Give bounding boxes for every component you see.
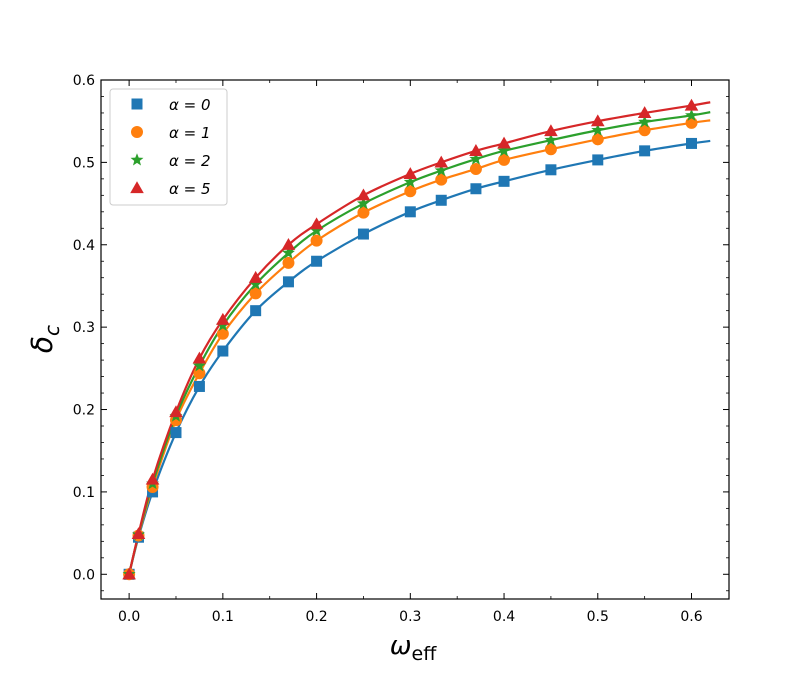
series-0-point (498, 175, 510, 187)
series-3-point (145, 472, 160, 485)
x-tick-label: 0.1 (212, 609, 234, 625)
series-2-point (497, 144, 511, 157)
legend-label-3: α = 5 (169, 180, 211, 198)
series-0-point (435, 194, 447, 206)
series-1-point (282, 256, 295, 269)
series-2-point (544, 133, 558, 146)
y-tick-label: 0.5 (73, 155, 95, 171)
series-2-point (356, 196, 370, 210)
y-tick-label: 0.3 (73, 320, 95, 336)
series-2-point (192, 359, 206, 372)
x-tick-label: 0.3 (399, 609, 421, 625)
series-2-point (249, 277, 263, 290)
x-tick-label: 0.5 (587, 609, 609, 625)
series-1-point (638, 124, 651, 137)
series-0-point (311, 255, 323, 267)
series-1-point (435, 173, 448, 186)
legend-marker-1 (131, 126, 143, 138)
series-0-point (545, 164, 557, 176)
series-3-point (434, 155, 449, 168)
series-1-point (544, 143, 557, 156)
series-0-point (470, 183, 482, 195)
x-axis-label: ωeff (390, 631, 437, 665)
legend: α = 0 α = 1 α = 2 α = 5 (109, 88, 228, 206)
series-3-point (309, 217, 324, 230)
series-markers (122, 98, 699, 581)
series-1-point (249, 287, 262, 300)
series-2-point (216, 318, 230, 331)
legend-box (109, 88, 228, 206)
series-0-point (170, 427, 182, 439)
series-0-point (282, 276, 294, 288)
series-3-point (122, 567, 136, 580)
series-3-point (590, 114, 605, 127)
series-1-point (404, 185, 417, 198)
x-axis-label-subscript: eff (412, 643, 438, 665)
x-tick-label: 0.6 (680, 609, 702, 625)
legend-marker-2 (130, 153, 144, 166)
series-3-point (281, 237, 296, 250)
series-3-point (469, 144, 483, 156)
series-3-point (497, 136, 511, 149)
series-0-point (686, 137, 698, 149)
legend-label-0: α = 0 (169, 96, 211, 114)
legend-label-2: α = 2 (169, 152, 211, 170)
series-3-point (216, 312, 230, 325)
series-0-point (357, 228, 369, 240)
series-0-point (217, 345, 229, 357)
legend-marker-3 (130, 181, 144, 194)
x-axis-label-main: ω (390, 631, 412, 661)
series-2-point (282, 246, 295, 259)
y-tick-label: 0.0 (73, 567, 95, 583)
series-3-point (684, 98, 699, 111)
series-1-point (685, 116, 698, 129)
series-3-point (403, 167, 418, 180)
legend-label-1: α = 1 (169, 124, 211, 142)
series-1-point (216, 327, 229, 340)
series-1-point (193, 367, 206, 380)
axis-ticks: 0.0 0.1 0.2 0.3 0.4 0.5 0.6 0.0 0.1 0.2 0.3 0.4 0.5 0… (73, 73, 729, 625)
series-3-point (248, 270, 263, 283)
series-2-point (685, 108, 698, 121)
x-tick-label: 0.2 (305, 609, 327, 625)
series-3-point (637, 106, 652, 119)
y-axis-label-subscript: c (40, 325, 64, 336)
series-1-point (169, 414, 182, 427)
plot-frame (100, 79, 730, 600)
series-2-point (638, 115, 652, 128)
series-2-point (469, 152, 483, 165)
series-3-point (544, 124, 558, 137)
series-2-point (434, 163, 448, 177)
y-axis-label: δc (26, 325, 64, 353)
series-2-point (403, 175, 417, 188)
y-tick-label: 0.1 (73, 485, 95, 501)
series-0-point (639, 145, 651, 157)
y-tick-label: 0.6 (73, 73, 95, 89)
series-line-0 (128, 139, 711, 575)
series-0-point (250, 305, 262, 317)
series-1-point (357, 206, 370, 219)
series-1-point (310, 234, 323, 247)
series-1-point (591, 133, 604, 146)
x-tick-label: 0.0 (118, 609, 140, 625)
series-1-point (498, 153, 511, 166)
x-tick-label: 0.4 (493, 609, 515, 625)
series-1-point (469, 162, 482, 175)
y-axis-label-main: δ (26, 336, 59, 353)
series-3-point (192, 351, 207, 364)
series-0-point (404, 206, 416, 218)
series-2-point (310, 223, 324, 237)
series-3-point (131, 527, 146, 540)
series-0-point (193, 380, 205, 392)
series-3-point (356, 188, 371, 201)
series-3-point (169, 405, 183, 418)
y-tick-label: 0.4 (73, 238, 95, 254)
series-0-point (592, 154, 604, 166)
legend-marker-0 (131, 98, 143, 110)
series-2-point (591, 123, 605, 136)
y-tick-label: 0.2 (73, 403, 95, 419)
